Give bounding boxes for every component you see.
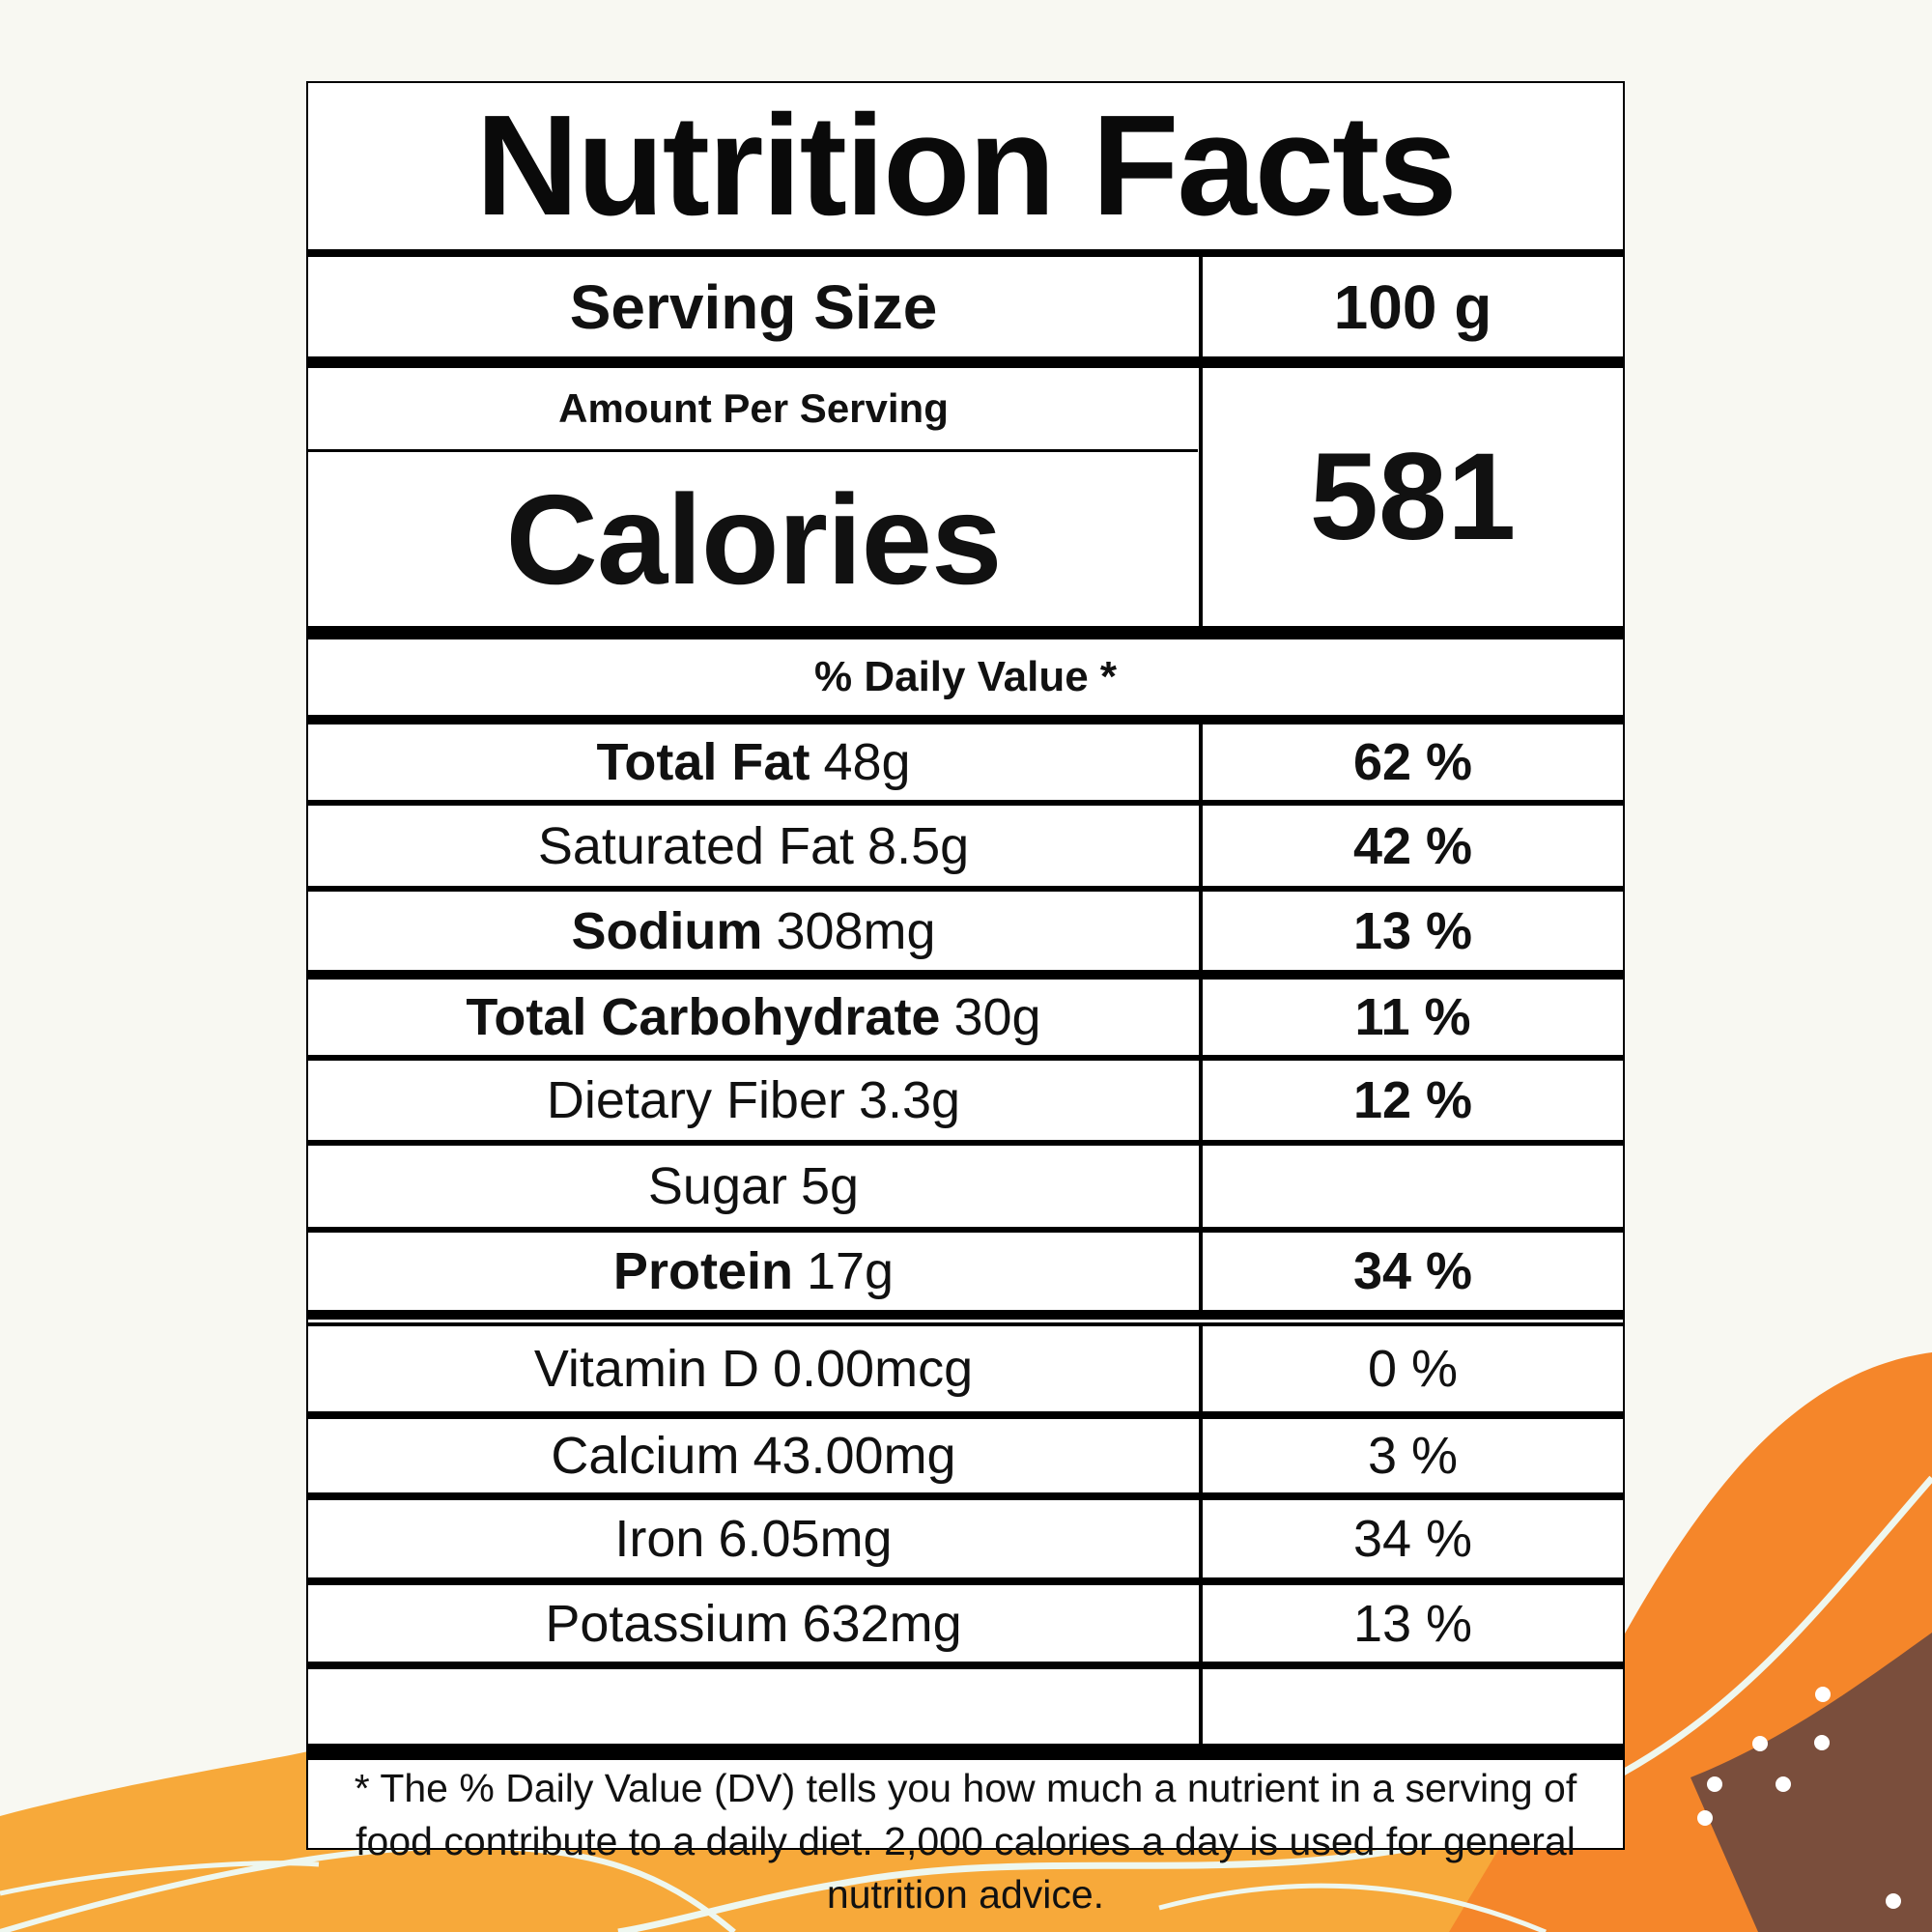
serving-size-label: Serving Size bbox=[569, 271, 938, 342]
divider bbox=[308, 1744, 1623, 1760]
label-title: Nutrition Facts bbox=[475, 86, 1457, 245]
vitamin-dv-calcium: 3 % bbox=[1367, 1427, 1459, 1485]
daily-value-header: % Daily Value * bbox=[813, 653, 1118, 700]
nutrient-row-dietary-fiber: Dietary Fiber 3.3g bbox=[308, 1061, 1199, 1140]
nutrient-name: Dietary Fiber bbox=[546, 1071, 845, 1129]
divider bbox=[308, 1411, 1623, 1419]
nutrient-amount: 632mg bbox=[802, 1594, 962, 1653]
amount-per-serving-label: Amount Per Serving bbox=[558, 385, 949, 431]
nutrient-amount: 308mg bbox=[776, 901, 936, 960]
nutrient-name: Potassium bbox=[545, 1594, 789, 1653]
divider bbox=[308, 1322, 1623, 1326]
nutrition-facts-label: Nutrition Facts Serving Size 100 g Amoun… bbox=[306, 81, 1625, 1917]
vitamin-dv-potassium: 13 % bbox=[1352, 1594, 1473, 1653]
nutrient-amount: 48g bbox=[823, 733, 911, 791]
calories-label: Calories bbox=[505, 468, 1003, 611]
nutrient-amount: 6.05mg bbox=[718, 1510, 893, 1568]
nutrient-row-saturated-fat: Saturated Fat 8.5g bbox=[308, 806, 1199, 886]
nutrient-amount: 43.00mg bbox=[753, 1427, 956, 1485]
vitamin-row-calcium: Calcium 43.00mg bbox=[308, 1419, 1199, 1492]
divider bbox=[308, 800, 1623, 806]
vitamin-row-vitamin-d: Vitamin D 0.00mcg bbox=[308, 1326, 1199, 1411]
divider bbox=[308, 970, 1623, 980]
calories-value: 581 bbox=[1309, 428, 1517, 566]
nutrient-name: Sugar bbox=[647, 1157, 788, 1215]
divider bbox=[308, 1055, 1623, 1061]
nutrient-row-sugar: Sugar 5g bbox=[308, 1146, 1199, 1227]
nutrient-name: Saturated Fat bbox=[537, 816, 855, 875]
nutrient-row-sodium: Sodium 308mg bbox=[308, 892, 1199, 970]
nutrient-name: Total Carbohydrate bbox=[466, 988, 941, 1046]
divider bbox=[308, 1310, 1623, 1320]
divider bbox=[308, 449, 1198, 452]
divider bbox=[308, 1227, 1623, 1233]
nutrient-row-protein: Protein 17g bbox=[308, 1233, 1199, 1310]
nutrient-amount: 8.5g bbox=[867, 816, 970, 875]
column-separator bbox=[1199, 1326, 1203, 1744]
divider bbox=[308, 249, 1623, 257]
nutrient-row-total-carbohydrate: Total Carbohydrate 30g bbox=[308, 980, 1199, 1055]
nutrient-amount: 17g bbox=[806, 1242, 895, 1300]
nutrient-dv-total-carbohydrate: 11 % bbox=[1354, 988, 1471, 1046]
column-separator bbox=[1199, 257, 1203, 626]
nutrient-dv-sugar bbox=[1203, 1146, 1623, 1227]
nutrient-dv-protein: 34 % bbox=[1352, 1242, 1473, 1300]
divider bbox=[308, 715, 1623, 724]
nutrient-name: Vitamin D bbox=[533, 1340, 759, 1398]
divider bbox=[308, 1140, 1623, 1146]
nutrient-dv-dietary-fiber: 12 % bbox=[1352, 1071, 1473, 1129]
divider bbox=[308, 626, 1623, 639]
nutrient-name: Protein bbox=[612, 1242, 793, 1300]
nutrient-amount: 3.3g bbox=[858, 1071, 961, 1129]
nutrient-name: Calcium bbox=[551, 1427, 740, 1485]
daily-value-footnote: * The % Daily Value (DV) tells you how m… bbox=[354, 1766, 1577, 1917]
nutrient-dv-total-fat: 62 % bbox=[1352, 733, 1473, 791]
serving-size-value: 100 g bbox=[1333, 271, 1492, 342]
column-separator bbox=[1199, 724, 1203, 1310]
vitamin-dv-vitamin-d: 0 % bbox=[1367, 1340, 1459, 1398]
vitamin-row-iron: Iron 6.05mg bbox=[308, 1500, 1199, 1577]
divider bbox=[308, 1577, 1623, 1585]
nutrient-amount: 5g bbox=[801, 1157, 860, 1215]
divider bbox=[308, 1662, 1623, 1669]
nutrient-name: Total Fat bbox=[596, 733, 810, 791]
nutrient-name: Iron bbox=[614, 1510, 705, 1568]
vitamin-row-potassium: Potassium 632mg bbox=[308, 1585, 1199, 1662]
nutrient-amount: 0.00mcg bbox=[772, 1340, 974, 1398]
divider bbox=[308, 1492, 1623, 1500]
nutrient-dv-sodium: 13 % bbox=[1352, 901, 1473, 960]
nutrient-row-total-fat: Total Fat 48g bbox=[308, 724, 1199, 800]
nutrient-name: Sodium bbox=[571, 901, 763, 960]
nutrient-amount: 30g bbox=[953, 988, 1041, 1046]
divider bbox=[308, 356, 1623, 368]
nutrient-dv-saturated-fat: 42 % bbox=[1352, 816, 1473, 875]
vitamin-dv-iron: 34 % bbox=[1352, 1510, 1473, 1568]
divider bbox=[308, 886, 1623, 892]
